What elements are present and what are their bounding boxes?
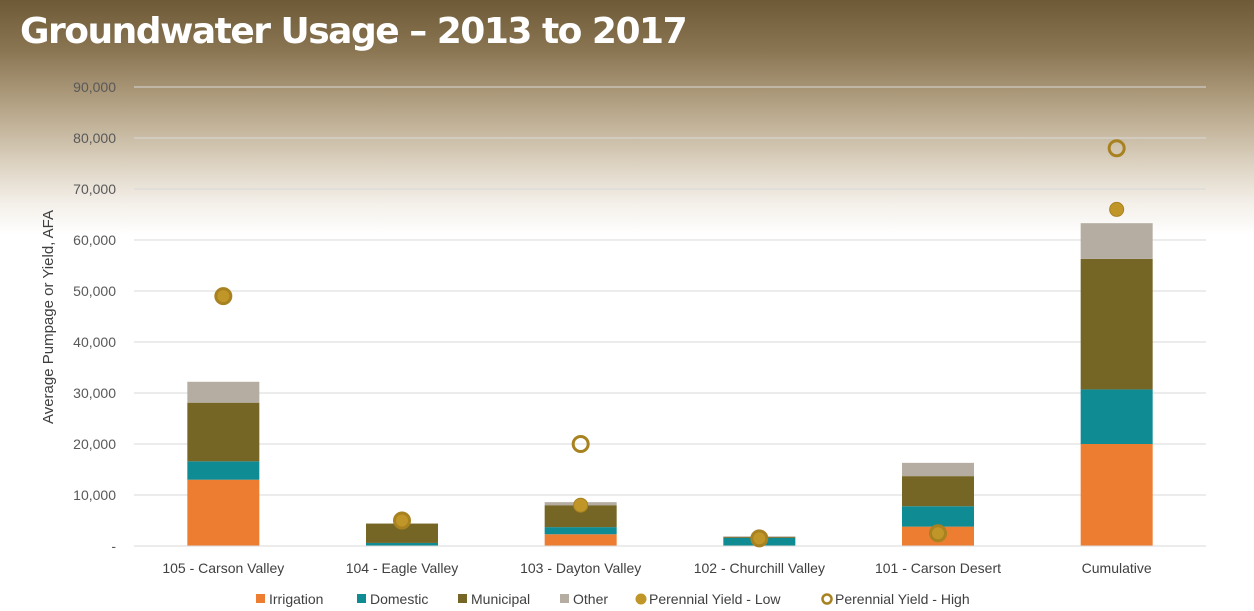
bars [187, 223, 1153, 546]
bar-segment-municipal [544, 505, 617, 528]
y-tick-label: 70,000 [73, 181, 116, 197]
bar-segment-municipal [1080, 258, 1153, 390]
page-title: Groundwater Usage – 2013 to 2017 [20, 11, 688, 52]
y-tick-label: 20,000 [73, 436, 116, 452]
bar-segment-irrigation [544, 534, 617, 546]
legend-label: Other [573, 591, 608, 607]
legend-label: Perennial Yield - High [835, 591, 970, 607]
y-tick-label: 80,000 [73, 130, 116, 146]
x-category-label: 103 - Dayton Valley [520, 560, 641, 576]
marker-perennial-yield-high [750, 529, 769, 548]
bar-segment-municipal [187, 402, 260, 462]
bar-segment-irrigation [187, 479, 260, 546]
x-category-label: 101 - Carson Desert [875, 560, 1001, 576]
legend-marker-perennial-yield-high [821, 593, 833, 605]
marker-perennial-yield-low [573, 497, 589, 513]
legend-label: Perennial Yield - Low [649, 591, 781, 607]
bar-segment-other [1080, 223, 1153, 259]
bar-segment-domestic [1080, 389, 1153, 444]
y-tick-label: 90,000 [73, 79, 116, 95]
y-axis-title: Average Pumpage or Yield, AFA [40, 210, 57, 424]
bar-segment-domestic [366, 542, 438, 546]
bar-segment-domestic [902, 506, 974, 527]
markers [214, 139, 1126, 548]
y-tick-label: - [111, 538, 116, 554]
bar-segment-municipal [366, 523, 438, 543]
bar-segment-irrigation [1080, 444, 1153, 546]
marker-perennial-yield-high [929, 524, 947, 543]
y-tick-label: 10,000 [73, 487, 116, 503]
x-category-label: Cumulative [1082, 560, 1152, 576]
legend-swatch-irrigation [256, 594, 265, 603]
bar-segment-domestic [544, 527, 617, 535]
x-category-label: 105 - Carson Valley [162, 560, 284, 576]
legend: Irrigation Domestic Municipal Other Perennia… [256, 591, 970, 607]
x-category-label: 104 - Eagle Valley [346, 560, 459, 576]
y-tick-label: 30,000 [73, 385, 116, 401]
x-axis-labels: 105 - Carson Valley 104 - Eagle Valley 103… [162, 560, 1152, 576]
legend-label: Municipal [471, 591, 530, 607]
legend-label: Domestic [370, 591, 428, 607]
y-tick-label: 60,000 [73, 232, 116, 248]
legend-label: Irrigation [269, 591, 323, 607]
marker-perennial-yield-low [1109, 201, 1125, 217]
bar-segment-other [187, 381, 260, 403]
y-tick-label: 40,000 [73, 334, 116, 350]
marker-perennial-yield-high [571, 435, 590, 453]
x-category-label: 102 - Churchill Valley [694, 560, 825, 576]
legend-swatch-domestic [357, 594, 366, 603]
legend-swatch-other [560, 594, 569, 603]
marker-perennial-yield-high [393, 511, 411, 530]
legend-marker-perennial-yield-low [635, 593, 647, 605]
bar-segment-domestic [187, 461, 260, 480]
y-tick-label: 50,000 [73, 283, 116, 299]
legend-swatch-municipal [458, 594, 467, 603]
bar-segment-municipal [902, 476, 974, 507]
gridlines [134, 86, 1206, 496]
marker-perennial-yield-high [214, 287, 233, 306]
y-axis-ticks: - 10,000 20,000 30,000 40,000 50,000 60,000 70,… [73, 79, 116, 554]
marker-perennial-yield-high [1107, 139, 1126, 158]
bar-segment-other [902, 462, 974, 477]
